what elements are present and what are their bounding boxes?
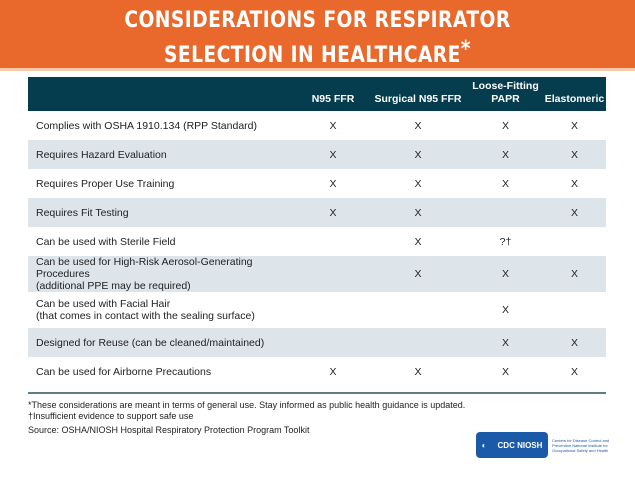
row-label-text: Requires Proper Use Training bbox=[36, 177, 175, 190]
cell-value: X bbox=[543, 198, 606, 227]
cell-value: X bbox=[468, 328, 543, 357]
row-label-text: Complies with OSHA 1910.134 (RPP Standar… bbox=[36, 119, 258, 132]
row-label: Can be used for Airborne Precautions bbox=[28, 357, 298, 386]
cell-value: X bbox=[570, 119, 578, 132]
comparison-table: N95 FFR Surgical N95 FFR Loose-Fitting PAP… bbox=[28, 77, 606, 386]
row-label: Can be used for High-Risk Aerosol-Genera… bbox=[28, 256, 298, 292]
cell-value bbox=[298, 227, 368, 256]
cell-value: X bbox=[468, 140, 543, 169]
row-label-text: Can be used for Airborne Precautions bbox=[36, 365, 212, 378]
divider bbox=[28, 392, 606, 394]
row-label-text: Requires Hazard Evaluation bbox=[36, 148, 167, 161]
cell-value: X bbox=[298, 140, 368, 169]
column-header: N95 FFR bbox=[298, 77, 368, 111]
row-label-text: Can be used for High-Risk Aerosol-Genera… bbox=[36, 256, 253, 280]
hhs-eagle-icon: ◐ bbox=[481, 440, 487, 450]
cell-value bbox=[468, 198, 543, 227]
cell-value: X bbox=[414, 177, 422, 190]
source-note: Source: OSHA/NIOSH Hospital Respiratory … bbox=[28, 425, 310, 435]
table-row: Can be used with Facial Hair (that comes … bbox=[28, 292, 606, 328]
title-text: SELECTION IN HEALTHCARE bbox=[163, 43, 461, 68]
table-row: Can be used for Airborne Precautions X X X X bbox=[28, 357, 606, 386]
cell-value: X bbox=[298, 198, 368, 227]
cell-value: X bbox=[543, 328, 606, 357]
cell-value: X bbox=[570, 177, 578, 190]
footnote-general: *These considerations are meant in terms… bbox=[28, 400, 466, 410]
row-label-text: Designed for Reuse (can be cleaned/maint… bbox=[36, 336, 265, 349]
row-label: Requires Hazard Evaluation bbox=[28, 140, 298, 169]
title-line-1: CONSIDERATIONS FOR RESPIRATOR bbox=[124, 8, 511, 33]
cell-value: X bbox=[468, 256, 543, 292]
title-banner: CONSIDERATIONS FOR RESPIRATOR SELECTION … bbox=[0, 0, 635, 71]
row-label-text: Can be used with Facial Hair bbox=[36, 298, 171, 310]
cell-value bbox=[543, 227, 606, 256]
table-row: Requires Hazard Evaluation X X X X bbox=[28, 140, 606, 169]
footnote-insufficient: †Insufficient evidence to support safe u… bbox=[28, 411, 194, 421]
cell-value: X bbox=[414, 235, 422, 248]
cell-value: X bbox=[329, 119, 337, 132]
cell-value: ?† bbox=[499, 235, 512, 248]
cell-value: X bbox=[368, 198, 468, 227]
table-row: Can be used for High-Risk Aerosol-Genera… bbox=[28, 256, 606, 292]
cell-value bbox=[368, 328, 468, 357]
row-label-text: Can be used with Sterile Field bbox=[36, 235, 176, 248]
row-label-note: (that comes in contact with the sealing … bbox=[36, 310, 255, 322]
row-label: Complies with OSHA 1910.134 (RPP Standar… bbox=[28, 111, 298, 140]
cell-value: X bbox=[368, 140, 468, 169]
cell-value: X bbox=[368, 256, 468, 292]
table-header: N95 FFR Surgical N95 FFR Loose-Fitting PAP… bbox=[28, 77, 606, 111]
table-row: Requires Fit Testing X X X bbox=[28, 198, 606, 227]
column-header: Loose-Fitting PAPR bbox=[468, 77, 543, 111]
cell-value bbox=[543, 292, 606, 328]
cell-value: X bbox=[501, 304, 509, 316]
cell-value: X bbox=[501, 177, 509, 190]
column-header: Surgical N95 FFR bbox=[368, 77, 468, 111]
title-asterisk: * bbox=[460, 37, 472, 62]
row-label: Requires Fit Testing bbox=[28, 198, 298, 227]
table-row: Requires Proper Use Training X X X X bbox=[28, 169, 606, 198]
table-row: Designed for Reuse (can be cleaned/maint… bbox=[28, 328, 606, 357]
table-row: Complies with OSHA 1910.134 (RPP Standar… bbox=[28, 111, 606, 140]
cell-value bbox=[298, 328, 368, 357]
title-line-2: SELECTION IN HEALTHCARE* bbox=[48, 35, 588, 70]
row-label: Can be used with Facial Hair (that comes … bbox=[28, 292, 298, 328]
cell-value: X bbox=[329, 365, 337, 378]
cell-value: X bbox=[329, 177, 337, 190]
table-row: Can be used with Sterile Field X ?† bbox=[28, 227, 606, 256]
column-header bbox=[28, 77, 298, 111]
row-label-note: (additional PPE may be required) bbox=[36, 280, 191, 292]
cell-value: X bbox=[570, 365, 578, 378]
column-header: Elastomeric bbox=[543, 77, 606, 111]
cell-value bbox=[368, 292, 468, 328]
cell-value: X bbox=[501, 119, 509, 132]
cdc-niosh-logo: ◐ CDC NIOSH bbox=[476, 432, 548, 458]
cell-value bbox=[298, 256, 368, 292]
logo-text: CDC NIOSH bbox=[497, 440, 543, 450]
cell-value: X bbox=[543, 140, 606, 169]
row-label-text: Requires Fit Testing bbox=[36, 206, 129, 219]
cell-value: X bbox=[501, 365, 509, 378]
row-label: Requires Proper Use Training bbox=[28, 169, 298, 198]
cell-value bbox=[298, 292, 368, 328]
logo-caption: Centers for Disease Control and Preventi… bbox=[552, 438, 610, 453]
row-label: Designed for Reuse (can be cleaned/maint… bbox=[28, 328, 298, 357]
row-label: Can be used with Sterile Field bbox=[28, 227, 298, 256]
cell-value: X bbox=[414, 119, 422, 132]
cell-value: X bbox=[414, 365, 422, 378]
cell-value: X bbox=[543, 256, 606, 292]
